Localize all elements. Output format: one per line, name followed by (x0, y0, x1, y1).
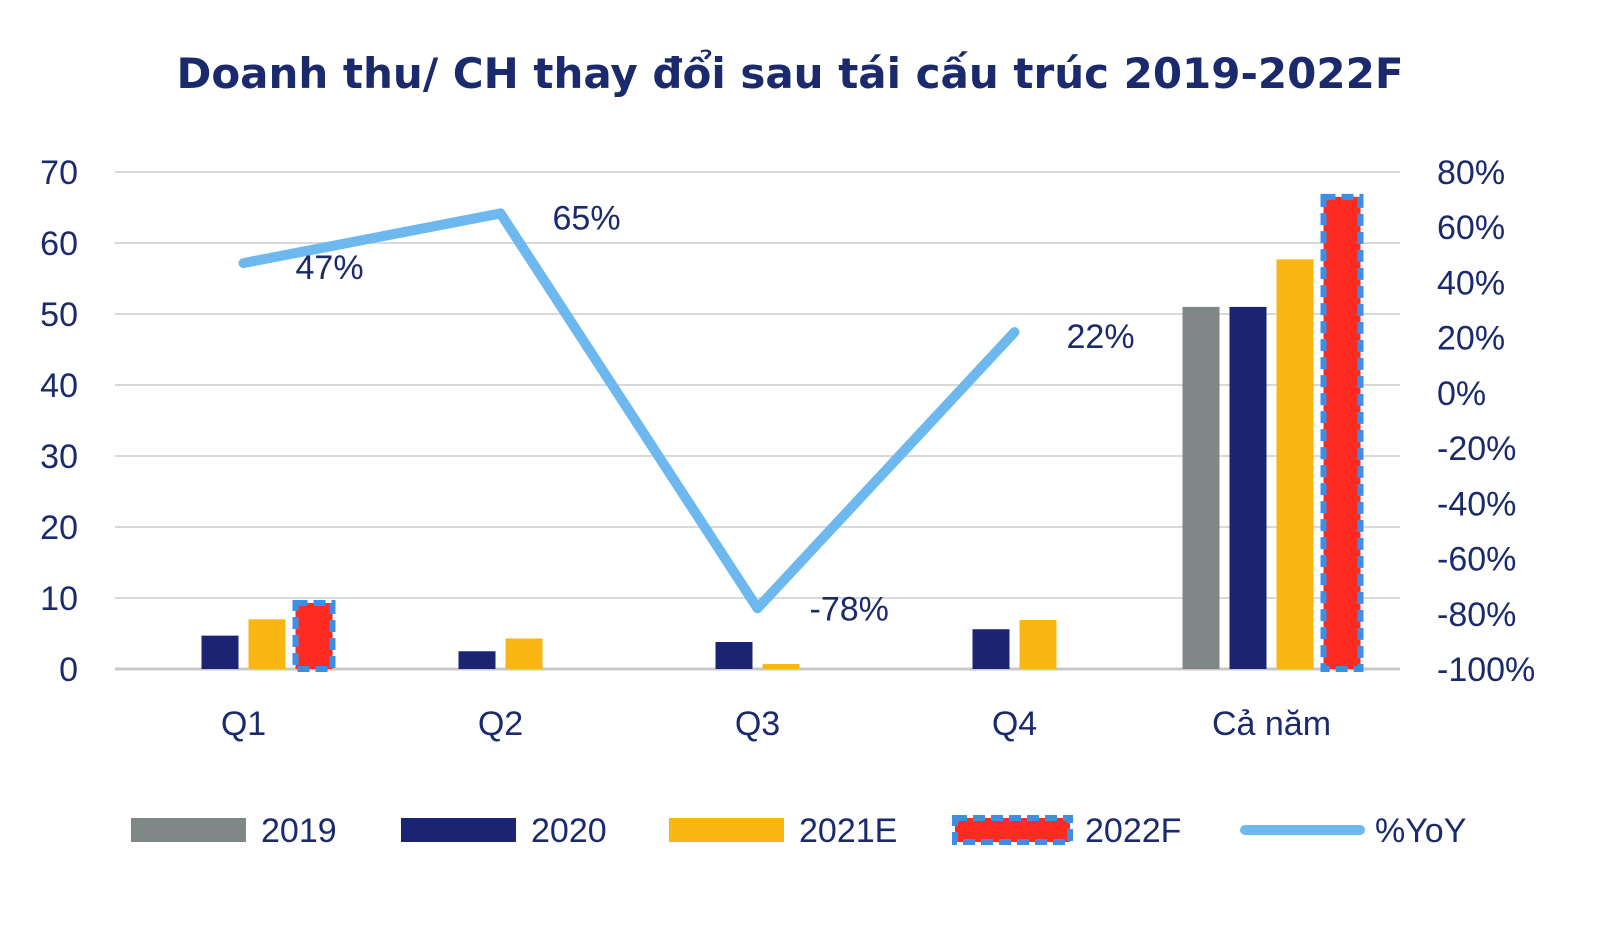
yoy-line (238, 208, 1020, 614)
legend: 2019 2020 2021E 2022F %YoY (131, 812, 1466, 850)
x-category-label: Cả năm (1212, 705, 1331, 743)
legend-swatch (952, 815, 1073, 845)
legend-swatch (669, 818, 784, 842)
bar-2021e (1276, 259, 1314, 669)
bar-2020 (715, 642, 753, 669)
legend-label: 2020 (531, 812, 607, 850)
y-right-tick-label: 60% (1437, 209, 1505, 247)
legend-swatch (131, 818, 246, 842)
y-left-tick-label: 70 (40, 154, 78, 192)
yoy-data-label: 47% (296, 249, 364, 287)
y-right-tick-label: -40% (1437, 485, 1516, 523)
bar-2021e (1019, 620, 1057, 669)
y-right-tick-label: 80% (1437, 154, 1505, 192)
y-right-tick-label: 20% (1437, 320, 1505, 358)
bar-2020 (1229, 306, 1267, 669)
bar-2021e (762, 664, 800, 669)
yoy-data-label: 22% (1067, 318, 1135, 356)
y-left-tick-label: 20 (40, 509, 78, 547)
yoy-data-label: -78% (810, 590, 889, 628)
bars (201, 193, 1364, 672)
y-left-tick-label: 40 (40, 367, 78, 405)
legend-item: 2020 (401, 812, 607, 850)
legend-item: %YoY (1240, 812, 1466, 850)
yoy-line-layer (238, 208, 1020, 614)
y-left-tick-label: 0 (59, 651, 78, 689)
y-right-tick-label: -60% (1437, 541, 1516, 579)
x-category-label: Q2 (478, 705, 523, 743)
bar-2021e (505, 638, 543, 669)
legend-label: 2022F (1085, 812, 1181, 850)
legend-label: %YoY (1375, 812, 1466, 850)
bar-2022f (292, 599, 336, 672)
bar-2021e (248, 619, 286, 669)
bar-2022f (1320, 193, 1364, 672)
chart-title: Doanh thu/ CH thay đổi sau tái cấu trúc … (176, 48, 1403, 98)
yoy-data-label: 65% (553, 199, 621, 237)
legend-item: 2021E (669, 812, 897, 850)
bar-2020 (458, 651, 496, 669)
bar-2019 (1182, 306, 1220, 669)
y-left-tick-label: 50 (40, 296, 78, 334)
x-category-label: Q3 (735, 705, 780, 743)
y-right-tick-label: -20% (1437, 430, 1516, 468)
x-category-label: Q1 (221, 705, 266, 743)
y-right-tick-label: -100% (1437, 651, 1535, 689)
legend-swatch (401, 818, 516, 842)
y-right-tick-label: -80% (1437, 596, 1516, 634)
axes: 0 10 20 30 40 50 60 70 -100% -80% -60% -40% -20% 0% 20… (40, 154, 1535, 743)
legend-item: 2019 (131, 812, 337, 850)
y-right-tick-label: 40% (1437, 264, 1505, 302)
x-category-label: Q4 (992, 705, 1037, 743)
legend-label: 2019 (261, 812, 337, 850)
data-labels: 47% 65% -78% 22% (296, 199, 1135, 628)
bar-2020 (972, 629, 1010, 669)
y-left-tick-label: 10 (40, 580, 78, 618)
legend-label: 2021E (799, 812, 897, 850)
legend-item: 2022F (952, 812, 1181, 850)
bar-2020 (201, 635, 239, 669)
y-left-tick-label: 30 (40, 438, 78, 476)
y-right-tick-label: 0% (1437, 375, 1486, 413)
y-left-tick-label: 60 (40, 225, 78, 263)
